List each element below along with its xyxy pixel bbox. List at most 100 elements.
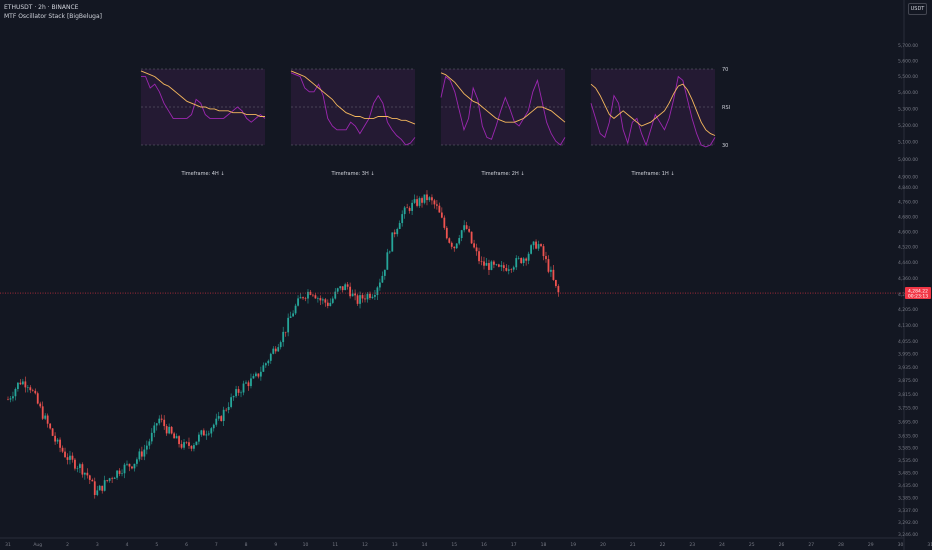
y-tick-label: 3,875.00 <box>898 378 918 384</box>
candle-body <box>488 263 490 270</box>
candle-body <box>138 451 141 460</box>
y-tick-label: 3,935.00 <box>898 365 918 371</box>
x-tick-label: 31 <box>5 542 11 548</box>
candle-body <box>14 389 17 397</box>
x-tick-label: 24 <box>719 542 725 548</box>
currency-button[interactable]: USDT <box>908 3 927 15</box>
candle-body <box>222 409 225 422</box>
candle-body <box>396 228 399 235</box>
candle-body <box>438 205 441 213</box>
countdown-label: 00:23:13 <box>908 294 928 300</box>
x-tick-label: 20 <box>600 542 606 548</box>
x-tick-label: 13 <box>392 542 398 548</box>
x-tick-label: 14 <box>422 542 428 548</box>
y-tick-label: 4,840.00 <box>898 185 918 191</box>
last-price-label-bg <box>905 287 931 300</box>
candle-body <box>294 305 297 314</box>
candle-body <box>133 463 136 469</box>
candle-body <box>210 428 213 434</box>
candle-body <box>235 389 237 397</box>
candle-body <box>242 383 245 393</box>
candle-body <box>535 241 537 249</box>
candle-body <box>44 415 47 419</box>
y-tick-label: 3,755.00 <box>898 406 918 412</box>
candle-body <box>173 433 176 439</box>
candle-body <box>88 475 91 480</box>
candle-body <box>406 207 409 209</box>
y-tick-label: 4,760.00 <box>898 200 918 206</box>
candle-body <box>163 419 166 427</box>
candle-body <box>150 432 153 442</box>
candle-body <box>383 269 386 276</box>
candle-body <box>51 428 54 436</box>
candle-body <box>431 197 433 201</box>
x-tick-label: 19 <box>570 542 576 548</box>
candle-body <box>326 302 329 306</box>
candle-body <box>225 409 228 411</box>
y-tick-label: 5,300.00 <box>898 106 918 112</box>
candle-body <box>188 442 190 446</box>
candle-body <box>316 298 319 299</box>
candle-body <box>41 406 44 419</box>
candle-body <box>19 382 22 385</box>
candle-body <box>398 223 401 229</box>
y-tick-label: 5,500.00 <box>898 74 918 80</box>
oscillator-level-label: RSI <box>722 105 730 111</box>
candle-body <box>537 244 540 249</box>
x-tick-label: 15 <box>451 542 457 548</box>
candle-body <box>480 261 483 262</box>
x-tick-label: Aug <box>33 542 42 548</box>
x-tick-label: 11 <box>332 542 338 548</box>
candle-body <box>168 426 171 434</box>
y-tick-label: 4,055.00 <box>898 339 918 345</box>
candle-body <box>108 478 111 481</box>
candle-body <box>34 390 37 394</box>
candle-body <box>346 284 349 287</box>
candle-body <box>116 470 118 478</box>
y-tick-label: 5,700.00 <box>898 43 918 49</box>
candle-body <box>61 447 64 452</box>
candle-body <box>386 252 389 270</box>
candle-body <box>165 426 168 434</box>
candle-body <box>460 230 463 239</box>
y-tick-label: 3,385.00 <box>898 496 918 502</box>
candle-body <box>111 478 114 479</box>
y-tick-label: 3,246.00 <box>898 532 918 538</box>
candle-body <box>453 246 456 249</box>
candle-body <box>321 299 324 301</box>
x-tick-label: 12 <box>362 542 368 548</box>
candles-group <box>7 190 560 499</box>
oscillator-panel-4: Timeframe: 1H ↓ <box>590 68 716 177</box>
candle-body <box>240 392 242 394</box>
candle-body <box>103 480 106 491</box>
candle-body <box>183 442 185 448</box>
x-tick-label: 10 <box>303 542 309 548</box>
y-tick-label: 5,000.00 <box>898 157 918 163</box>
candle-body <box>428 197 431 201</box>
candle-body <box>493 261 495 265</box>
indicator-title[interactable]: MTF Oscillator Stack [BigBeluga] <box>4 13 102 20</box>
candle-body <box>378 282 381 288</box>
candle-body <box>507 269 510 271</box>
y-tick-label: 4,680.00 <box>898 214 918 220</box>
x-tick-label: 27 <box>808 542 814 548</box>
candle-body <box>319 298 322 301</box>
candle-body <box>81 464 84 475</box>
candle-body <box>475 247 478 252</box>
candle-body <box>314 295 317 299</box>
candle-body <box>545 256 547 260</box>
candle-body <box>39 403 42 407</box>
y-tick-label: 3,485.00 <box>898 470 918 476</box>
candle-body <box>371 296 374 298</box>
x-tick-label: 16 <box>481 542 487 548</box>
candle-body <box>354 293 356 296</box>
oscillator-level-label: 70 <box>722 67 728 73</box>
candle-body <box>336 288 339 292</box>
candle-body <box>495 264 498 266</box>
candle-body <box>257 373 260 377</box>
candle-body <box>329 302 332 306</box>
candle-body <box>175 436 178 439</box>
candle-body <box>450 242 453 247</box>
candle-body <box>215 418 218 425</box>
